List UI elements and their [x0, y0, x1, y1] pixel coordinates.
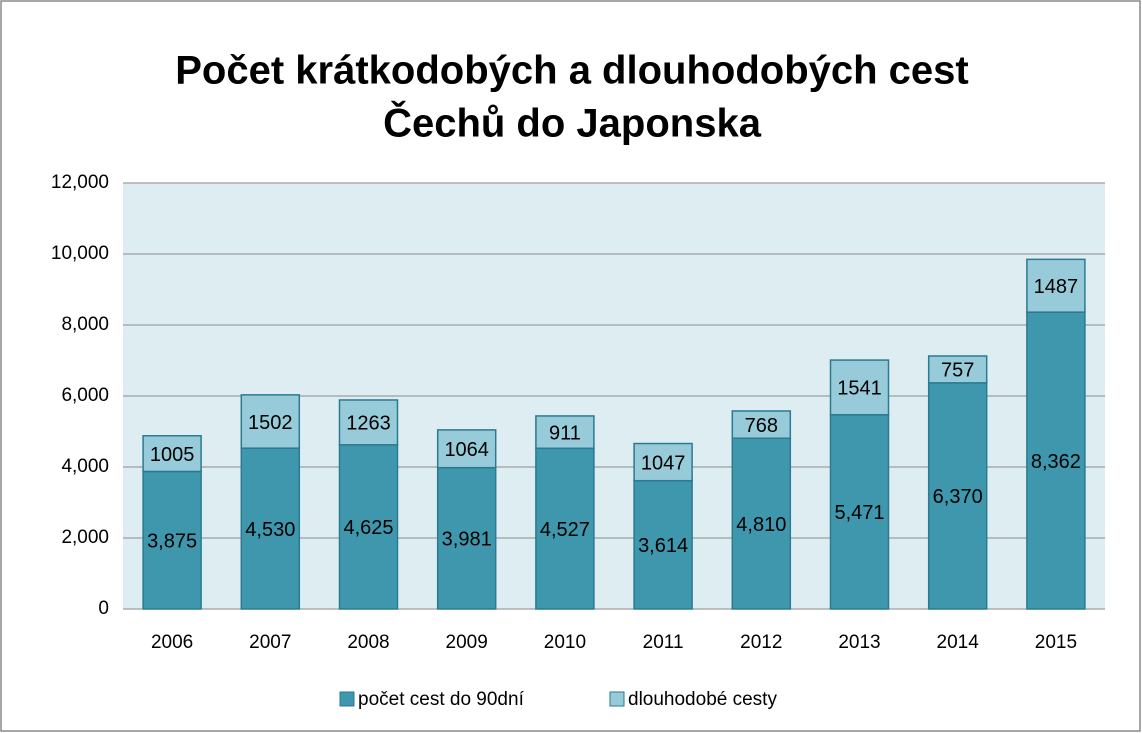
- y-tick-label: 2,000: [61, 527, 109, 548]
- bar-segment: [829, 414, 890, 610]
- value-label: 757: [941, 360, 974, 382]
- bar-segment: [829, 359, 890, 416]
- bar-segment: [1026, 258, 1086, 313]
- x-tick-label: 2013: [838, 632, 880, 653]
- x-tick-label: 2009: [446, 632, 488, 653]
- value-label: 5,471: [834, 502, 884, 524]
- value-label: 3,614: [638, 535, 688, 557]
- chart-title: Počet krátkodobých a dlouhodobých cest: [175, 49, 968, 93]
- x-tick-label: 2007: [249, 632, 291, 653]
- value-label: 4,625: [343, 517, 393, 539]
- value-label: 1541: [837, 378, 882, 400]
- y-tick-label: 4,000: [61, 456, 109, 477]
- bar-segment: [436, 429, 497, 469]
- y-tick-label: 0: [98, 598, 109, 619]
- bar-segment: [1026, 311, 1086, 610]
- value-label: 768: [745, 415, 778, 437]
- bar-segment: [633, 442, 693, 482]
- value-label: 8,362: [1031, 451, 1081, 473]
- x-tick-label: 2006: [151, 632, 193, 653]
- y-tick-label: 12,000: [51, 172, 109, 193]
- bar-segment: [338, 399, 399, 446]
- x-tick-label: 2014: [937, 632, 980, 653]
- value-label: 1064: [444, 439, 489, 461]
- x-tick-label: 2011: [643, 632, 684, 653]
- y-tick-label: 6,000: [61, 385, 109, 406]
- value-label: 3,875: [147, 531, 197, 553]
- value-label: 1263: [346, 413, 391, 435]
- value-label: 1047: [641, 452, 686, 474]
- x-tick-label: 2010: [544, 632, 586, 653]
- bar-segment: [338, 444, 399, 610]
- value-label: 1502: [248, 412, 293, 434]
- bar-segment: [240, 394, 301, 449]
- legend-swatch: [609, 691, 625, 707]
- bar-segment: [142, 470, 202, 610]
- value-label: 4,527: [540, 519, 590, 541]
- bar-segment: [633, 479, 693, 610]
- value-label: 4,810: [736, 514, 786, 536]
- y-tick-label: 8,000: [61, 314, 109, 335]
- legend-label: dlouhodobé cesty: [628, 689, 777, 710]
- x-tick-label: 2008: [347, 632, 389, 653]
- x-tick-label: 2012: [740, 632, 782, 653]
- bar-segment: [535, 415, 595, 450]
- legend-swatch: [339, 691, 355, 707]
- value-label: 1005: [150, 444, 195, 466]
- bar-segment: [142, 435, 202, 473]
- bar-segment: [436, 466, 497, 610]
- value-label: 1487: [1034, 276, 1079, 298]
- bar-segment: [535, 447, 595, 610]
- value-label: 911: [549, 422, 581, 444]
- x-tick-label: 2015: [1035, 632, 1077, 653]
- bar-segment: [927, 355, 988, 384]
- bar-segment: [240, 447, 301, 610]
- chart-title: Čechů do Japonska: [383, 100, 762, 146]
- y-tick-label: 10,000: [51, 243, 109, 264]
- bar-segment: [731, 410, 792, 439]
- value-label: 6,370: [933, 486, 983, 508]
- value-label: 4,530: [245, 519, 295, 541]
- value-label: 3,981: [442, 529, 492, 551]
- legend-label: počet cest do 90dní: [358, 689, 525, 710]
